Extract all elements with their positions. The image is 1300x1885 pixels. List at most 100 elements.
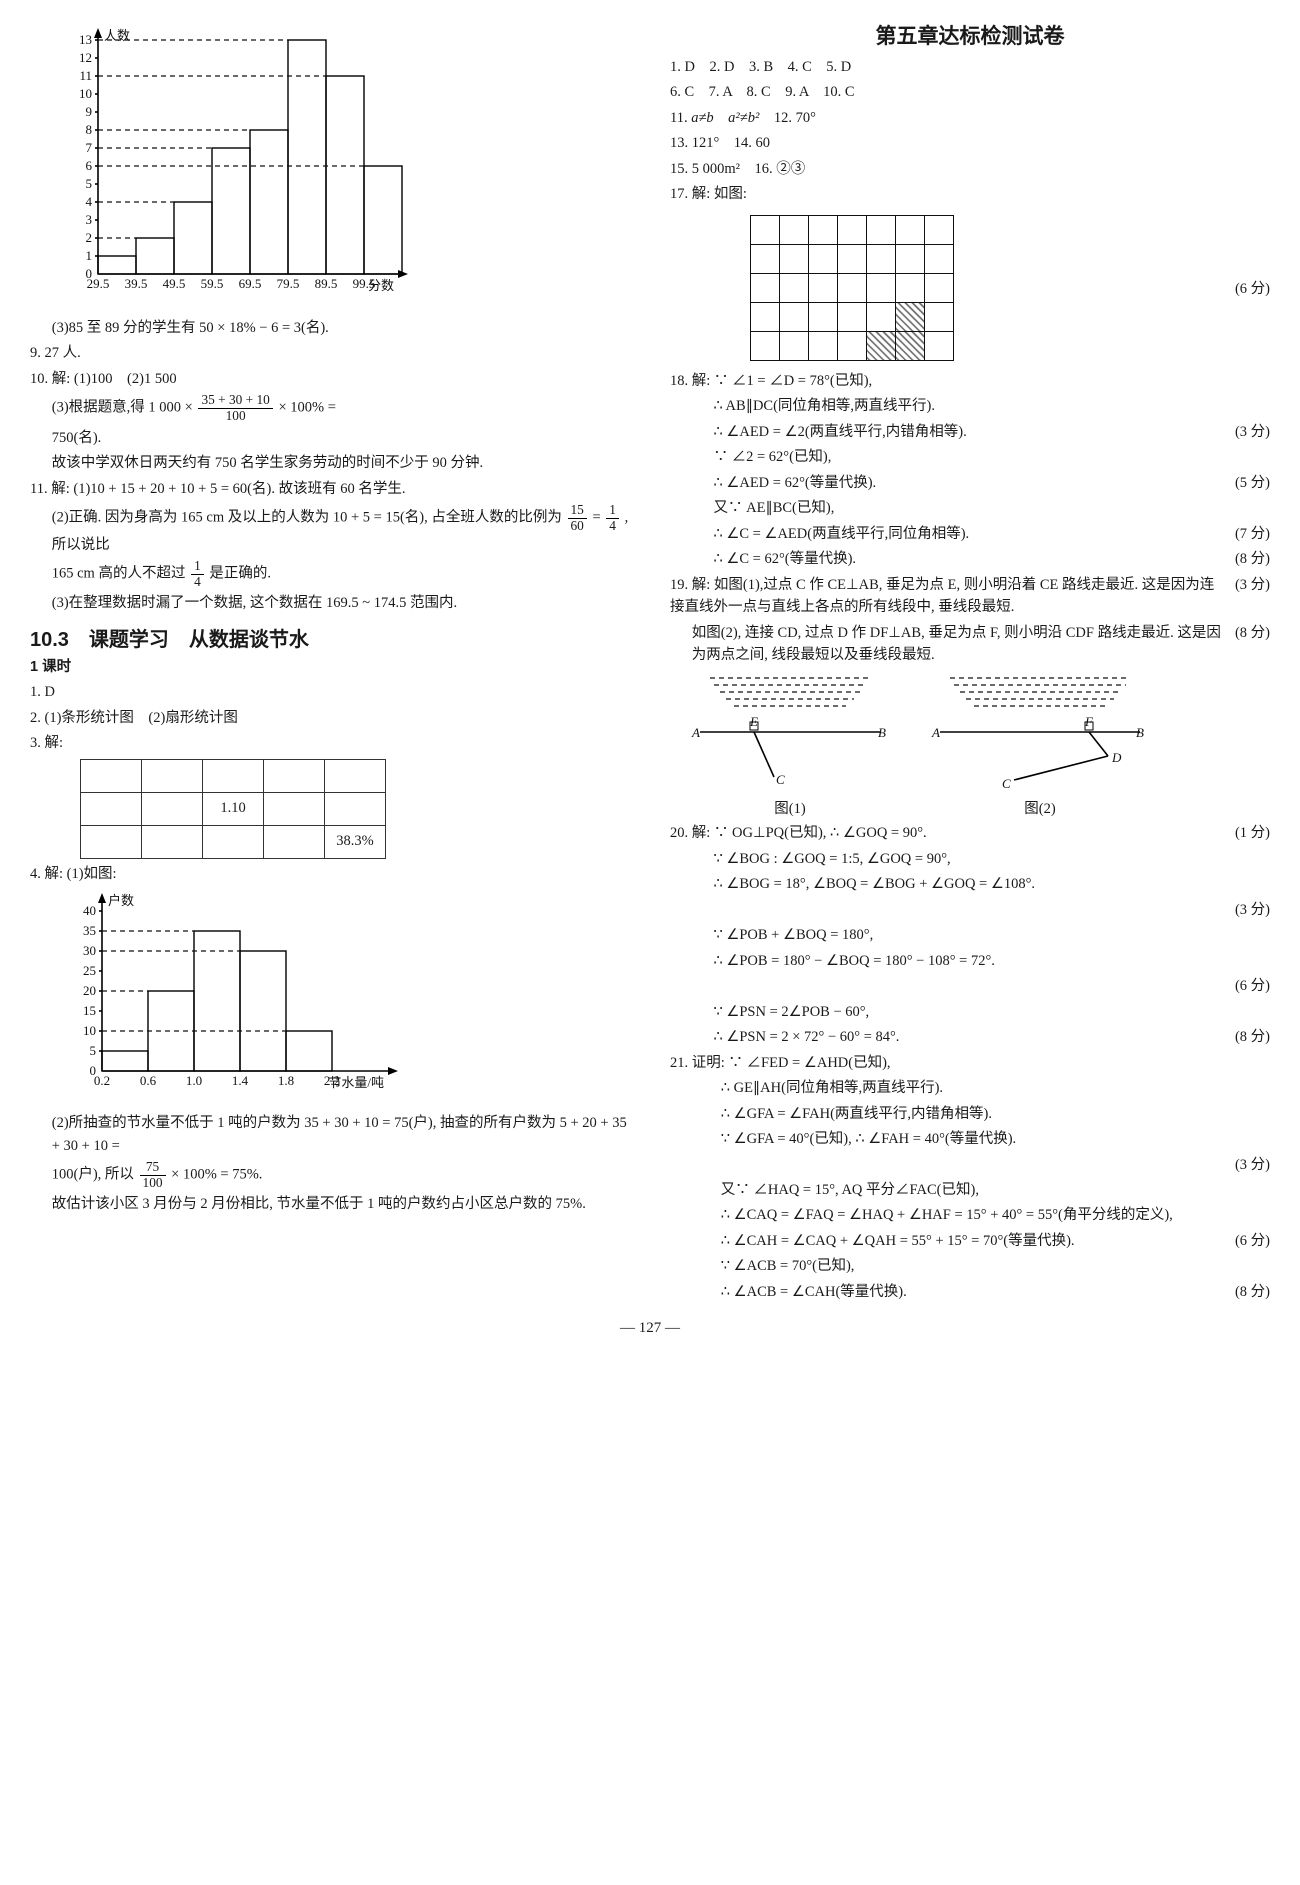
q17-grid bbox=[750, 215, 954, 361]
svg-text:99.5: 99.5 bbox=[353, 276, 376, 291]
river-hatching-2 bbox=[950, 678, 1130, 706]
svg-text:6: 6 bbox=[86, 158, 93, 173]
q11-1: 11. 解: (1)10 + 15 + 20 + 10 + 5 = 60(名).… bbox=[30, 478, 630, 500]
frac-15-60: 1560 bbox=[568, 503, 587, 533]
ans-11-12: 11. a≠b a²≠b² 12. 70° bbox=[670, 107, 1270, 129]
q17-score: (6 分) bbox=[1235, 277, 1270, 298]
lesson-1: 1 课时 bbox=[30, 656, 630, 678]
q18-f: 又∵ AE∥BC(已知), bbox=[670, 497, 1270, 519]
data-table: 1.10 38.3% bbox=[80, 759, 386, 859]
svg-text:0.2: 0.2 bbox=[94, 1073, 110, 1088]
q20-c: ∴ ∠BOG = 18°, ∠BOQ = ∠BOG + ∠GOQ = ∠108°… bbox=[670, 873, 1270, 895]
q21-d-score: (3 分) bbox=[670, 1154, 1270, 1176]
svg-text:40: 40 bbox=[83, 903, 96, 918]
q21-h: ∵ ∠ACB = 70°(已知), bbox=[670, 1255, 1270, 1277]
a1: 1. D bbox=[30, 681, 630, 703]
ans-6-10: 6. C 7. A 8. C 9. A 10. C bbox=[670, 81, 1270, 103]
svg-text:15: 15 bbox=[83, 1003, 96, 1018]
q21-g: ∴ ∠CAH = ∠CAQ + ∠QAH = 55° + 15° = 70°(等… bbox=[670, 1230, 1270, 1252]
svg-text:1.0: 1.0 bbox=[186, 1073, 202, 1088]
tbl-110: 1.10 bbox=[203, 792, 264, 825]
q11-2b: 165 cm 高的人不超过 14 是正确的. bbox=[30, 559, 630, 589]
svg-text:C: C bbox=[776, 772, 785, 787]
svg-text:12: 12 bbox=[79, 50, 92, 65]
river-hatching bbox=[710, 678, 870, 706]
water-histogram: 0510152025303540户数节水量/吨0.20.61.01.41.82.… bbox=[54, 891, 630, 1104]
frac-1-4: 14 bbox=[606, 503, 619, 533]
q20-a: 20. 解: ∵ OG⊥PQ(已知), ∴ ∠GOQ = 90°.(1 分) bbox=[670, 822, 1270, 844]
svg-text:5: 5 bbox=[86, 176, 93, 191]
svg-text:D: D bbox=[1111, 750, 1122, 765]
svg-text:49.5: 49.5 bbox=[163, 276, 186, 291]
svg-text:5: 5 bbox=[90, 1043, 97, 1058]
q8-part3: (3)85 至 89 分的学生有 50 × 18% − 6 = 3(名). bbox=[30, 317, 630, 339]
q19-a: 19. 解: 如图(1),过点 C 作 CE⊥AB, 垂足为点 E, 则小明沿着… bbox=[670, 574, 1270, 619]
right-column: 第五章达标检测试卷 1. D 2. D 3. B 4. C 5. D 6. C … bbox=[670, 20, 1270, 1306]
q11-2: (2)正确. 因为身高为 165 cm 及以上的人数为 10 + 5 = 15(… bbox=[30, 503, 630, 556]
q9: 9. 27 人. bbox=[30, 342, 630, 364]
q10-3-suf: × 100% = bbox=[278, 400, 335, 416]
svg-text:1.8: 1.8 bbox=[278, 1073, 294, 1088]
svg-text:10: 10 bbox=[83, 1023, 96, 1038]
q21-d: ∵ ∠GFA = 40°(已知), ∴ ∠FAH = 40°(等量代换). bbox=[670, 1128, 1270, 1150]
q18-e: ∴ ∠AED = 62°(等量代换).(5 分) bbox=[670, 472, 1270, 494]
q10-3: (3)根据题意,得 1 000 × 35 + 30 + 10 100 × 100… bbox=[30, 393, 630, 423]
frac-75-100: 75100 bbox=[140, 1160, 166, 1190]
a2: 2. (1)条形统计图 (2)扇形统计图 bbox=[30, 707, 630, 729]
q19-figures: A B E C 图(1) bbox=[690, 672, 1270, 818]
q10-12: 10. 解: (1)100 (2)1 500 bbox=[30, 368, 630, 390]
section-10-3: 10.3 课题学习 从数据谈节水 bbox=[30, 623, 630, 652]
frac-1-4b: 14 bbox=[191, 559, 204, 589]
svg-text:79.5: 79.5 bbox=[277, 276, 300, 291]
q19-b: 如图(2), 连接 CD, 过点 D 作 DF⊥AB, 垂足为点 F, 则小明沿… bbox=[670, 622, 1270, 667]
q4-conclusion: 故估计该小区 3 月份与 2 月份相比, 节水量不低于 1 吨的户数约占小区总户… bbox=[30, 1193, 630, 1215]
svg-text:2.2: 2.2 bbox=[324, 1073, 340, 1088]
q21-e: 又∵ ∠HAQ = 15°, AQ 平分∠FAC(已知), bbox=[670, 1179, 1270, 1201]
svg-text:A: A bbox=[931, 725, 940, 740]
q18-d: ∵ ∠2 = 62°(已知), bbox=[670, 446, 1270, 468]
q18-h: ∴ ∠C = 62°(等量代换).(8 分) bbox=[670, 548, 1270, 570]
svg-text:B: B bbox=[1136, 725, 1144, 740]
svg-text:69.5: 69.5 bbox=[239, 276, 262, 291]
svg-text:13: 13 bbox=[79, 32, 92, 47]
a3: 3. 解: bbox=[30, 732, 630, 754]
svg-text:30: 30 bbox=[83, 943, 96, 958]
a4: 4. 解: (1)如图: bbox=[30, 863, 630, 885]
svg-text:2: 2 bbox=[86, 230, 93, 245]
q20-e: ∴ ∠POB = 180° − ∠BOQ = 180° − 108° = 72°… bbox=[670, 950, 1270, 972]
q11-2-pre: (2)正确. 因为身高为 165 cm 及以上的人数为 10 + 5 = 15(… bbox=[52, 510, 566, 526]
svg-text:B: B bbox=[878, 725, 886, 740]
fig1-caption: 图(1) bbox=[690, 797, 890, 818]
q21-b: ∴ GE∥AH(同位角相等,两直线平行). bbox=[670, 1077, 1270, 1099]
ans-15-16: 15. 5 000m² 16. ②③ bbox=[670, 158, 1270, 180]
q21-f: ∴ ∠CAQ = ∠FAQ = ∠HAQ + ∠HAF = 15° + 40° … bbox=[670, 1204, 1270, 1226]
q21-i: ∴ ∠ACB = ∠CAH(等量代换).(8 分) bbox=[670, 1281, 1270, 1303]
svg-text:59.5: 59.5 bbox=[201, 276, 224, 291]
fig2-caption: 图(2) bbox=[930, 797, 1150, 818]
svg-text:8: 8 bbox=[86, 122, 93, 137]
q21-a: 21. 证明: ∵ ∠FED = ∠AHD(已知), bbox=[670, 1052, 1270, 1074]
svg-text:25: 25 bbox=[83, 963, 96, 978]
svg-text:29.5: 29.5 bbox=[87, 276, 110, 291]
q18-c: ∴ ∠AED = ∠2(两直线平行,内错角相等).(3 分) bbox=[670, 421, 1270, 443]
q10-conclusion: 故该中学双休日两天约有 750 名学生家务劳动的时间不少于 90 分钟. bbox=[30, 452, 630, 474]
tbl-383: 38.3% bbox=[325, 825, 386, 858]
svg-text:1.4: 1.4 bbox=[232, 1073, 249, 1088]
figure-2: A B F D C 图(2) bbox=[930, 672, 1150, 818]
q20-d: ∵ ∠POB + ∠BOQ = 180°, bbox=[670, 924, 1270, 946]
q18-a: 18. 解: ∵ ∠1 = ∠D = 78°(已知), bbox=[670, 370, 1270, 392]
q20-g: ∴ ∠PSN = 2 × 72° − 60° = 84°.(8 分) bbox=[670, 1026, 1270, 1048]
svg-text:9: 9 bbox=[86, 104, 93, 119]
page: 012345678910111213人数分数29.539.549.559.569… bbox=[30, 20, 1270, 1306]
page-number: — 127 — bbox=[30, 1320, 1270, 1337]
score-histogram: 012345678910111213人数分数29.539.549.559.569… bbox=[54, 26, 630, 309]
q20-b: ∵ ∠BOG : ∠GOQ = 1:5, ∠GOQ = 90°, bbox=[670, 848, 1270, 870]
frac-35-30-10: 35 + 30 + 10 100 bbox=[198, 393, 272, 423]
ans-1-5: 1. D 2. D 3. B 4. C 5. D bbox=[670, 56, 1270, 78]
q20-f: ∵ ∠PSN = 2∠POB − 60°, bbox=[670, 1001, 1270, 1023]
svg-text:人数: 人数 bbox=[104, 28, 130, 43]
svg-text:C: C bbox=[1002, 776, 1011, 791]
q18-b: ∴ AB∥DC(同位角相等,两直线平行). bbox=[670, 395, 1270, 417]
q11-3: (3)在整理数据时漏了一个数据, 这个数据在 169.5 ~ 174.5 范围内… bbox=[30, 592, 630, 614]
svg-text:7: 7 bbox=[86, 140, 93, 155]
